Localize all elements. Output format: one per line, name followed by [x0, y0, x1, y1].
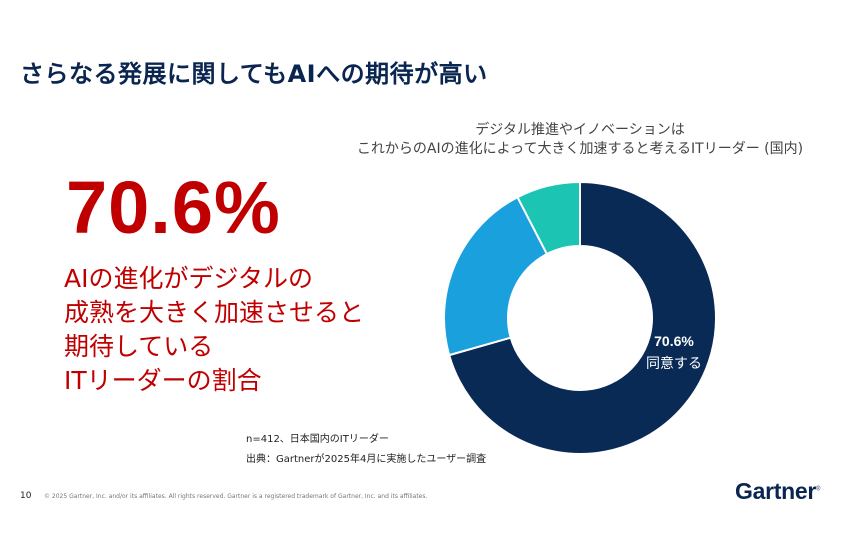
highlight-line-4: ITリーダーの割合 — [64, 366, 262, 395]
donut-slice-2 — [443, 195, 549, 357]
highlight-line-1: AIの進化がデジタルの — [64, 264, 313, 293]
chart-title-line-1: デジタル推進やイノベーションは — [475, 122, 685, 138]
slice-value-label: 70.6% — [654, 333, 694, 349]
highlight-line-2: 成熟を大きく加速させると — [64, 298, 365, 327]
highlight-statement: AIの進化がデジタルの 成熟を大きく加速させると 期待している ITリーダーの割… — [64, 262, 364, 398]
highlight-percentage: 70.6% — [66, 166, 281, 249]
trademark-mark: ® — [815, 486, 821, 493]
chart-title-line-2: これからのAIの進化によって大きく加速すると考えるITリーダー (国内) — [356, 141, 804, 157]
page-number: 10 — [20, 491, 32, 501]
donut-chart: 70.6% 同意する — [443, 180, 717, 455]
sample-note: n=412、日本国内のITリーダー — [246, 434, 389, 445]
slice-category-label: 同意する — [646, 355, 702, 372]
copyright-text: © 2025 Gartner, Inc. and/or its affiliat… — [44, 493, 428, 500]
chart-title: デジタル推進やイノベーションは これからのAIの進化によって大きく加速すると考え… — [330, 121, 830, 159]
highlight-line-3: 期待している — [64, 332, 214, 361]
donut-slice-3 — [516, 180, 581, 256]
source-note: 出典：Gartnerが2025年4月に実施したユーザー調査 — [246, 454, 487, 465]
slide-title: さらなる発展に関してもAIへの期待が高い — [20, 60, 488, 88]
gartner-logo-text: Gartner — [735, 478, 816, 504]
gartner-logo: Gartner® — [735, 478, 820, 505]
donut-slice-1 — [447, 180, 717, 455]
